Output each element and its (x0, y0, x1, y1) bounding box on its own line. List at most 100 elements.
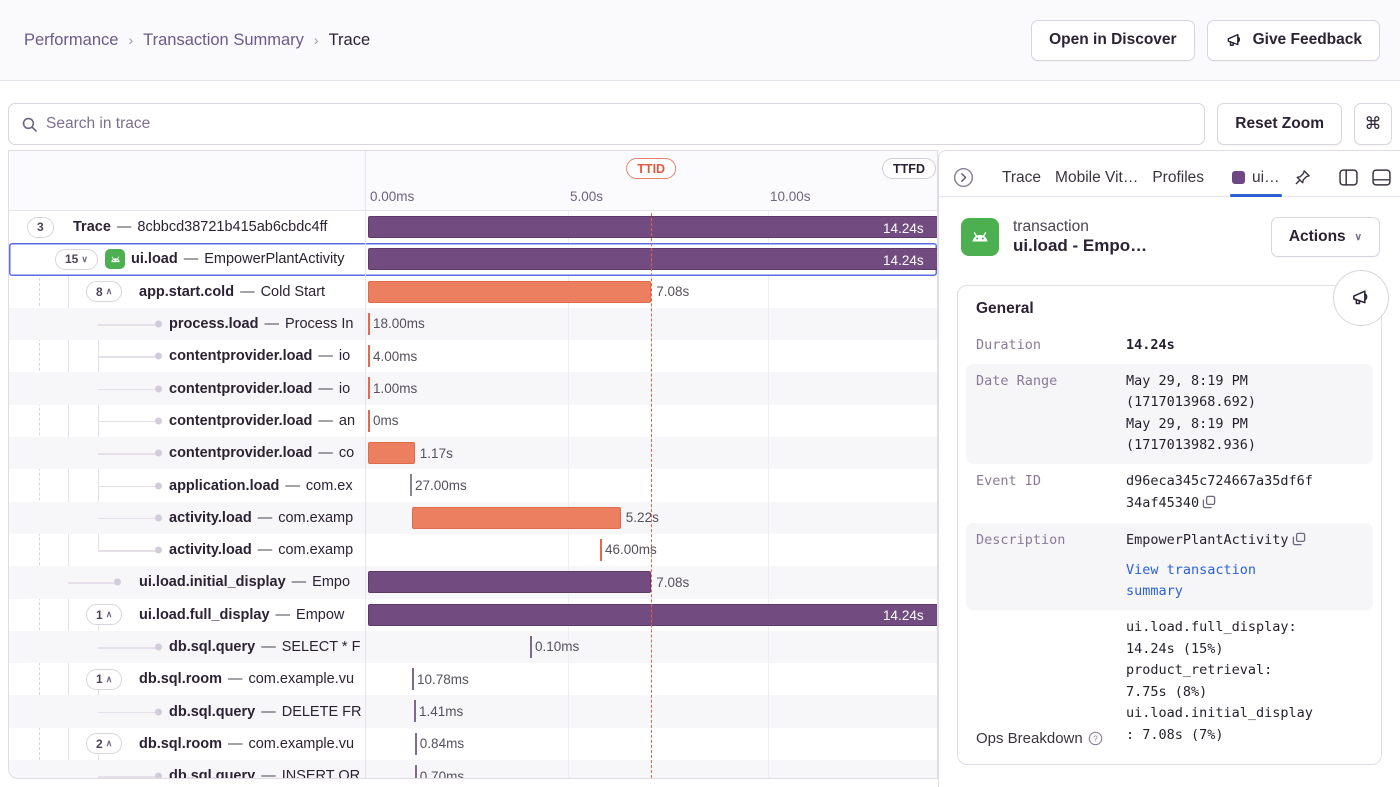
trace-row[interactable]: activity.load — com.examp 5.22s (9, 501, 937, 534)
trace-row[interactable]: ui.load.initial_display — Empo 7.08s (9, 566, 937, 599)
trace-row-label: db.sql.query — SELECT * F (169, 639, 361, 655)
span-duration-label: 46.00ms (605, 542, 657, 558)
breadcrumb-separator: › (128, 32, 134, 48)
tree-leaf-dot (155, 546, 162, 554)
trace-row-tree-cell: application.load — com.ex (9, 469, 365, 501)
span-duration-bar[interactable] (412, 506, 621, 529)
trace-row[interactable]: application.load — com.ex 27.00ms (9, 469, 937, 501)
actions-button[interactable]: Actions ∨ (1270, 217, 1380, 257)
tab-profiles[interactable]: Profiles (1152, 159, 1204, 197)
tree-connector-elbow (98, 647, 155, 649)
span-duration-bar[interactable] (368, 571, 652, 594)
span-duration-bar[interactable]: 14.24s (368, 603, 937, 626)
expand-collapse-pill[interactable]: 1 ∧ (86, 604, 123, 626)
copy-icon[interactable] (1292, 532, 1306, 554)
trace-row[interactable]: 3 Trace —8cbbcd38721b415ab6cbdc4ff 14.24s (9, 211, 937, 243)
tree-leaf-dot (155, 417, 162, 425)
trace-row[interactable]: db.sql.query — SELECT * F 0.10ms (9, 630, 937, 664)
trace-row-timeline-cell: 0.70ms (365, 760, 937, 778)
general-card: General Duration 14.24s Date Range May 29, … (957, 270, 1389, 765)
dock-left-icon[interactable] (1338, 169, 1358, 186)
tree-timeline-divider (365, 151, 366, 778)
span-duration-label: 1.17s (419, 445, 453, 461)
chevron-down-icon: ∨ (1354, 231, 1362, 243)
breadcrumb-item[interactable]: Performance (24, 30, 119, 49)
trace-row-label: db.sql.query — DELETE FR (169, 703, 362, 720)
breadcrumb-item: Trace (328, 30, 371, 49)
expand-collapse-pill[interactable]: 2 ∧ (86, 733, 123, 755)
svg-text:?: ? (1093, 734, 1098, 743)
ttid-marker-line (651, 183, 653, 778)
span-duration-label: 7.08s (656, 574, 690, 590)
search-icon (21, 116, 38, 133)
tab-ui[interactable]: ui… (1230, 159, 1282, 197)
help-icon[interactable]: ? (1088, 731, 1103, 746)
trace-row-tree-cell: contentprovider.load — io (9, 372, 365, 404)
trace-row-label: process.load — Process In (169, 316, 354, 333)
span-op: app.start.cold (139, 283, 235, 300)
chevron-down-icon: ∨ (81, 253, 88, 264)
dock-bottom-icon[interactable] (1371, 169, 1391, 186)
pin-tab-icon[interactable] (1294, 169, 1311, 186)
trace-row[interactable]: contentprovider.load — io 1.00ms (9, 372, 937, 405)
span-duration-bar[interactable]: 14.24s (368, 248, 937, 271)
trace-row[interactable]: contentprovider.load — co 1.17s (9, 437, 937, 470)
span-duration-tick (410, 474, 412, 497)
trace-row[interactable]: 15 ∨ ui.load — EmpowerPlantActivity 14.24s (9, 243, 937, 276)
trace-row-tree-cell: 1 ∧ ui.load.full_display — Empow (9, 599, 365, 631)
expand-collapse-pill[interactable]: 8 ∧ (86, 281, 123, 303)
tree-leaf-dot (155, 708, 162, 716)
trace-row[interactable]: contentprovider.load — an 0ms (9, 405, 937, 437)
view-transaction-summary-link[interactable]: View transaction summary (1126, 561, 1257, 600)
general-row: Event ID d96eca345c724667a35df6f34af45340 (966, 464, 1373, 523)
reset-zoom-button[interactable]: Reset Zoom (1217, 103, 1342, 145)
trace-row[interactable]: 1 ∧ db.sql.room — com.example.vu 10.78ms (9, 663, 937, 695)
copy-icon[interactable] (1202, 495, 1216, 517)
feedback-button[interactable] (1333, 270, 1389, 326)
trace-row-timeline-cell: 14.24s (365, 243, 937, 275)
tree-connector-elbow (98, 485, 155, 488)
trace-row-label: contentprovider.load — io (169, 348, 351, 365)
transaction-title: ui.load - Empo… (1013, 236, 1148, 255)
expand-collapse-pill[interactable]: 1 ∧ (86, 668, 123, 690)
trace-row[interactable]: contentprovider.load — io 4.00ms (9, 340, 937, 372)
breadcrumb-item[interactable]: Transaction Summary (143, 30, 304, 49)
search-box[interactable] (8, 103, 1206, 145)
ttid-badge: TTID (626, 158, 677, 179)
tab-trace[interactable]: Trace (1002, 159, 1041, 197)
trace-row[interactable]: db.sql.query — DELETE FR 1.41ms (9, 695, 937, 728)
trace-row[interactable]: 2 ∧ db.sql.room — com.example.vu 0.84ms (9, 728, 937, 760)
trace-row[interactable]: 8 ∧ app.start.cold — Cold Start 7.08s (9, 276, 937, 308)
trace-row-tree-cell: 2 ∧ db.sql.room — com.example.vu (9, 728, 365, 760)
timeline-gridline (768, 211, 769, 778)
trace-row[interactable]: activity.load — com.examp 46.00ms (9, 534, 937, 566)
trace-row-tree-cell: db.sql.query — SELECT * F (9, 631, 365, 663)
span-op: activity.load (169, 509, 252, 526)
span-duration-label: 14.24s (883, 608, 924, 624)
expand-collapse-pill[interactable]: 3 (27, 216, 54, 238)
shortcut-button[interactable]: ⌘ (1354, 103, 1392, 145)
tree-leaf-dot (155, 449, 162, 457)
search-input[interactable] (46, 115, 1193, 133)
span-duration-bar[interactable] (368, 442, 415, 465)
trace-row[interactable]: 1 ∧ ui.load.full_display — Empow 14.24s (9, 599, 937, 631)
tab-mobilevit[interactable]: Mobile Vit… (1055, 159, 1138, 197)
trace-row[interactable]: db.sql.query — INSERT OR 0.70ms (9, 760, 937, 778)
span-duration-label: 10.78ms (417, 671, 469, 687)
trace-row[interactable]: process.load — Process In 18.00ms (9, 307, 937, 341)
span-duration-label: 7.08s (656, 284, 690, 300)
span-duration-bar[interactable]: 14.24s (368, 216, 937, 238)
drawer-collapse-button[interactable] (953, 167, 974, 188)
span-duration-tick (414, 700, 416, 723)
tree-connector-elbow (98, 776, 155, 778)
span-description: com.example.vu (248, 671, 355, 688)
open-in-discover-button[interactable]: Open in Discover (1031, 19, 1195, 61)
general-row: Duration 14.24s (966, 328, 1373, 364)
span-duration-bar[interactable] (368, 280, 652, 303)
give-feedback-button[interactable]: Give Feedback (1206, 19, 1380, 61)
expand-collapse-pill[interactable]: 15 ∨ (55, 248, 98, 270)
span-duration-label: 0.84ms (419, 736, 465, 752)
span-description: io (338, 348, 351, 365)
span-count: 1 (96, 607, 103, 622)
trace-row-label: application.load — com.ex (169, 477, 353, 494)
